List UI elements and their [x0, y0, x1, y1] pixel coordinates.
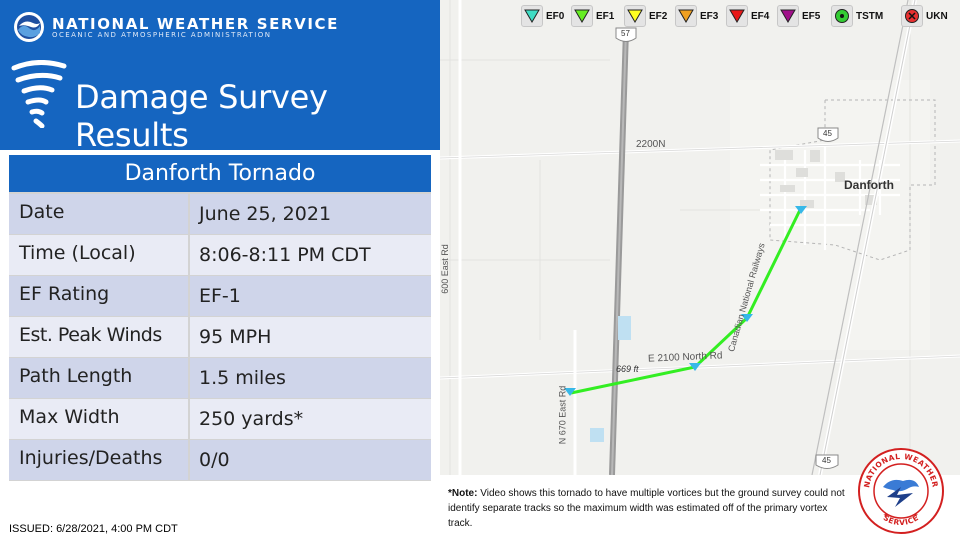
row-label: Est. Peak Winds — [9, 317, 188, 357]
damage-track-map[interactable]: 57 45 45 2200N Danforth E 2100 North Rd … — [440, 0, 960, 475]
legend-item-tstm: TSTM — [831, 5, 883, 27]
issued-timestamp: ISSUED: 6/28/2021, 4:00 PM CDT — [9, 523, 178, 535]
table-row-time: Time (Local) 8:06-8:11 PM CDT — [9, 235, 431, 275]
road-label-n670: N 670 East Rd — [557, 385, 568, 445]
row-value: 8:06-8:11 PM CDT — [190, 235, 431, 275]
header-banner: NATIONAL WEATHER SERVICE OCEANIC AND ATM… — [0, 0, 440, 154]
legend-label: EF3 — [700, 10, 719, 22]
route-45-shield-label: 45 — [823, 129, 832, 138]
table-row-ef-rating: EF Rating EF-1 — [9, 276, 431, 316]
table-row-peak-winds: Est. Peak Winds 95 MPH — [9, 317, 431, 357]
footnote: *Note: Video shows this tornado to have … — [448, 486, 848, 531]
triangle-down-icon — [521, 5, 543, 27]
triangle-down-icon — [777, 5, 799, 27]
row-label: Max Width — [9, 399, 188, 439]
distance-label: 669 ft — [616, 364, 639, 374]
legend-label: EF0 — [546, 10, 565, 22]
agency-name: NATIONAL WEATHER SERVICE — [52, 15, 339, 33]
road-label-600e: 600 East Rd — [440, 244, 450, 294]
route-45-shield-label-south: 45 — [822, 456, 831, 465]
row-value: 1.5 miles — [190, 358, 431, 398]
table-row-injuries: Injuries/Deaths 0/0 — [9, 440, 431, 480]
row-value: EF-1 — [190, 276, 431, 316]
legend-label: EF2 — [649, 10, 668, 22]
legend-item-ef1: EF1 — [571, 5, 614, 27]
triangle-down-icon — [624, 5, 646, 27]
table-title: Danforth Tornado — [9, 155, 431, 192]
legend-item-ef5: EF5 — [777, 5, 820, 27]
row-label: Path Length — [9, 358, 188, 398]
row-value: 250 yards* — [190, 399, 431, 439]
note-text: Video shows this tornado to have multipl… — [448, 488, 845, 529]
table-row-date: Date June 25, 2021 — [9, 194, 431, 234]
legend-label: EF1 — [596, 10, 615, 22]
svg-text:★: ★ — [913, 512, 918, 519]
summary-table: Danforth Tornado Date June 25, 2021 Time… — [9, 155, 431, 481]
legend-label: UKN — [926, 10, 948, 22]
triangle-down-icon — [675, 5, 697, 27]
road-label-2200n: 2200N — [636, 139, 666, 150]
nws-seal-icon: NATIONAL WEATHER SERVICE ★ ★ — [858, 448, 944, 534]
svg-text:★: ★ — [883, 512, 888, 519]
row-value: 95 MPH — [190, 317, 431, 357]
svg-text:SERVICE: SERVICE — [882, 513, 921, 527]
row-value: June 25, 2021 — [190, 194, 431, 234]
legend-item-ef2: EF2 — [624, 5, 667, 27]
route-57-shield-label: 57 — [621, 29, 630, 38]
table-row-max-width: Max Width 250 yards* — [9, 399, 431, 439]
agency-subtitle: OCEANIC AND ATMOSPHERIC ADMINISTRATION — [52, 31, 272, 39]
circle-dot-icon — [831, 5, 853, 27]
noaa-logo-icon — [14, 12, 44, 42]
legend-item-ef4: EF4 — [726, 5, 769, 27]
circle-x-icon — [901, 5, 923, 27]
legend-label: TSTM — [856, 10, 884, 22]
legend-item-ef0: EF0 — [521, 5, 564, 27]
page-title: Damage Survey Results — [75, 78, 328, 154]
row-label: Time (Local) — [9, 235, 188, 275]
note-prefix: *Note: — [448, 488, 478, 499]
tornado-icon — [11, 60, 67, 128]
row-label: EF Rating — [9, 276, 188, 316]
map-canvas — [440, 0, 960, 475]
triangle-down-icon — [571, 5, 593, 27]
row-value: 0/0 — [190, 440, 431, 480]
triangle-down-icon — [726, 5, 748, 27]
row-label: Injuries/Deaths — [9, 440, 188, 480]
table-row-path-length: Path Length 1.5 miles — [9, 358, 431, 398]
row-label: Date — [9, 194, 188, 234]
legend-item-ef3: EF3 — [675, 5, 718, 27]
legend-label: EF4 — [751, 10, 770, 22]
town-label: Danforth — [844, 178, 894, 192]
legend-item-ukn: UKN — [901, 5, 948, 27]
legend-label: EF5 — [802, 10, 821, 22]
